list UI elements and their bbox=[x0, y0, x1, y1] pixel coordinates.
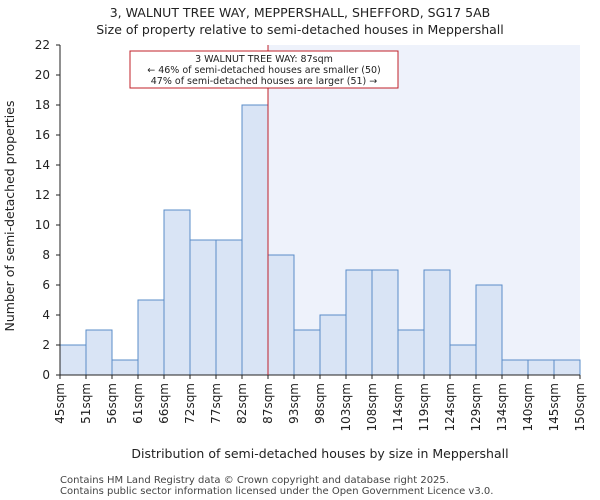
x-tick-label: 56sqm bbox=[105, 383, 119, 424]
y-tick-label: 16 bbox=[35, 128, 50, 142]
bar-108sqm bbox=[371, 269, 399, 376]
footer-line-2: Contains public sector information licen… bbox=[60, 486, 493, 497]
x-tick-label: 51sqm bbox=[79, 383, 93, 424]
bar-66sqm bbox=[163, 209, 191, 376]
x-ticks: 45sqm 51sqm 56sqm 61sqm 66sqm 72sqm 77sqm 82sqm… bbox=[53, 375, 587, 431]
bar-87sqm bbox=[267, 254, 295, 376]
y-tick-label: 18 bbox=[35, 98, 50, 112]
x-tick-label: 77sqm bbox=[209, 383, 223, 424]
bar-51sqm bbox=[85, 329, 113, 376]
x-tick-label: 108sqm bbox=[365, 383, 379, 431]
x-tick-label: 93sqm bbox=[287, 383, 301, 424]
annotation-line-2: ← 46% of semi-detached houses are smalle… bbox=[147, 65, 381, 76]
x-tick-label: 72sqm bbox=[183, 383, 197, 424]
y-tick-label: 12 bbox=[35, 188, 50, 202]
x-tick-label: 87sqm bbox=[261, 383, 275, 424]
x-tick-label: 140sqm bbox=[521, 383, 535, 431]
y-tick-label: 4 bbox=[42, 308, 50, 322]
x-tick-label: 45sqm bbox=[53, 383, 67, 424]
x-tick-label: 124sqm bbox=[443, 383, 457, 431]
bar-134sqm bbox=[501, 359, 529, 376]
x-tick-label: 119sqm bbox=[417, 383, 431, 431]
bars bbox=[59, 104, 581, 376]
y-tick-label: 20 bbox=[35, 68, 50, 82]
bar-77sqm bbox=[215, 239, 243, 376]
chart-subtitle: Size of property relative to semi-detach… bbox=[96, 22, 504, 37]
bar-61sqm bbox=[137, 299, 165, 376]
bar-140sqm bbox=[527, 359, 555, 376]
bar-124sqm bbox=[449, 344, 477, 376]
bar-145sqm bbox=[553, 359, 581, 376]
y-tick-label: 8 bbox=[42, 248, 50, 262]
x-tick-label: 61sqm bbox=[131, 383, 145, 424]
x-tick-label: 134sqm bbox=[495, 383, 509, 431]
y-ticks: 0 2 4 6 8 10 12 14 16 18 20 22 bbox=[35, 38, 60, 382]
annotation-line-1: 3 WALNUT TREE WAY: 87sqm bbox=[195, 54, 333, 65]
bar-98sqm bbox=[319, 314, 347, 376]
y-tick-label: 6 bbox=[42, 278, 50, 292]
x-tick-label: 150sqm bbox=[573, 383, 587, 431]
x-tick-label: 145sqm bbox=[547, 383, 561, 431]
y-tick-label: 2 bbox=[42, 338, 50, 352]
bar-103sqm bbox=[345, 269, 373, 376]
bar-45sqm bbox=[59, 344, 87, 376]
chart-title: 3, WALNUT TREE WAY, MEPPERSHALL, SHEFFOR… bbox=[110, 5, 491, 20]
x-tick-label: 103sqm bbox=[339, 383, 353, 431]
bar-119sqm bbox=[423, 269, 451, 376]
x-axis-label: Distribution of semi-detached houses by … bbox=[131, 446, 508, 461]
annotation-line-3: 47% of semi-detached houses are larger (… bbox=[151, 76, 378, 87]
x-tick-label: 114sqm bbox=[391, 383, 405, 431]
bar-56sqm bbox=[111, 359, 139, 376]
bar-93sqm bbox=[293, 329, 321, 376]
x-tick-label: 66sqm bbox=[157, 383, 171, 424]
annotation-border bbox=[129, 50, 399, 89]
bar-72sqm bbox=[189, 239, 217, 376]
y-tick-label: 10 bbox=[35, 218, 50, 232]
y-tick-label: 0 bbox=[42, 368, 50, 382]
x-tick-label: 98sqm bbox=[313, 383, 327, 424]
bar-129sqm bbox=[475, 284, 503, 376]
annotation-box: 3 WALNUT TREE WAY: 87sqm ← 46% of semi-d… bbox=[129, 50, 399, 89]
y-tick-label: 14 bbox=[35, 158, 50, 172]
footer-line-1: Contains HM Land Registry data © Crown c… bbox=[60, 475, 449, 486]
y-tick-label: 22 bbox=[35, 38, 50, 52]
bar-114sqm bbox=[397, 329, 425, 376]
x-tick-label: 82sqm bbox=[235, 383, 249, 424]
x-tick-label: 129sqm bbox=[469, 383, 483, 431]
bar-82sqm bbox=[241, 104, 269, 376]
y-axis-label: Number of semi-detached properties bbox=[2, 101, 17, 332]
